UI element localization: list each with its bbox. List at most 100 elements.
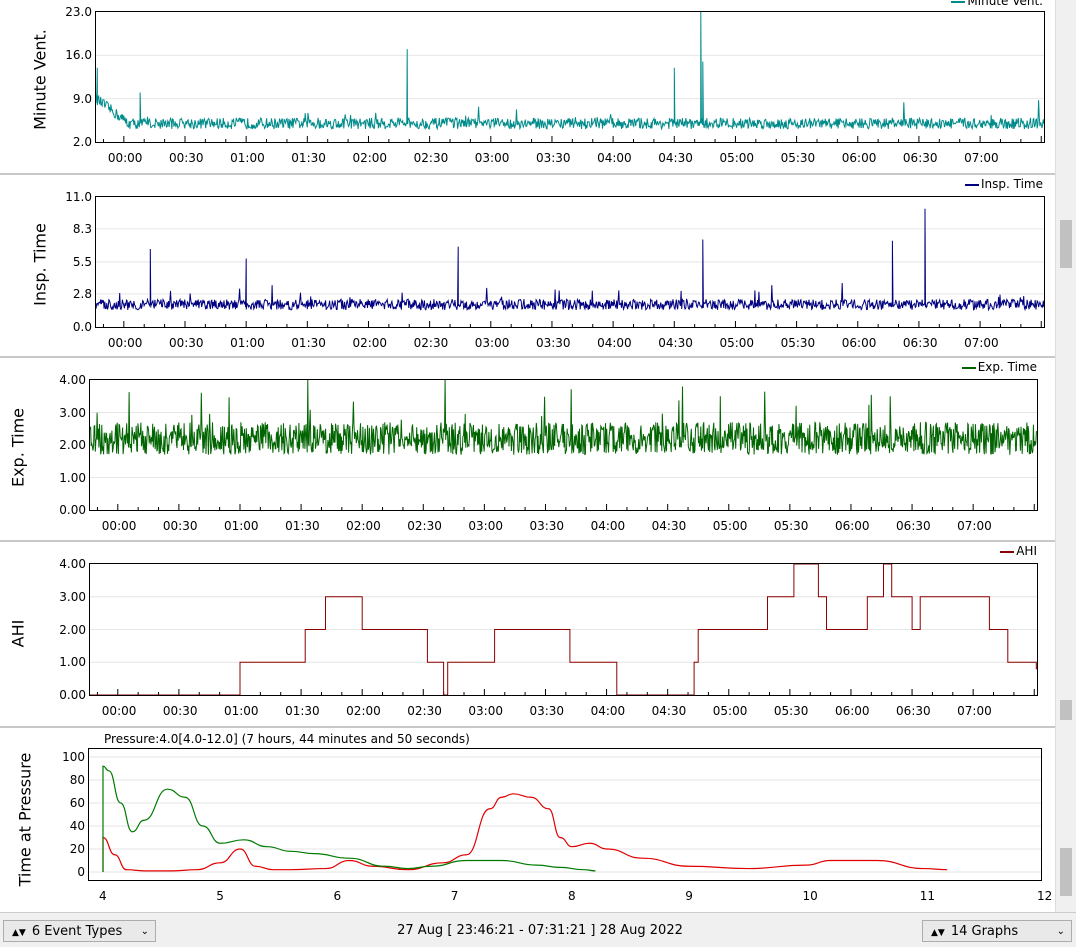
ahi-svg	[90, 564, 1037, 695]
x-tick-label: 04:30	[651, 519, 687, 533]
pressure-series-1	[102, 793, 948, 872]
x-tick-label: 04:00	[597, 336, 632, 350]
x-tick-label: 06:30	[896, 519, 931, 533]
y-tick-label: 0.0	[72, 320, 92, 334]
x-tick-label: 00:00	[101, 519, 137, 533]
pressure-plot	[88, 748, 1042, 881]
minute-vent-panel: Minute Vent. Minute Vent. 23.0 16.0 9.0 2.0…	[0, 0, 1055, 173]
ahi-panel: AHI AHI 4.00 3.00 2.00 1.00 0.00 00:00 00:30 0…	[0, 542, 1055, 726]
x-tick-label: 02:00	[352, 151, 388, 165]
x-tick-label: 04:00	[590, 519, 626, 533]
x-tick-label: 04:30	[658, 336, 693, 350]
x-tick-label: 9	[685, 889, 693, 903]
minute-vent-svg	[96, 12, 1044, 142]
x-tick-label: 05:00	[719, 336, 755, 350]
insp-time-plot	[95, 196, 1045, 328]
event-types-label: 6 Event Types	[31, 924, 123, 939]
x-tick-label: 01:00	[223, 519, 259, 533]
y-tick-label: 0.00	[59, 503, 86, 517]
minute-vent-legend: Minute Vent.	[951, 0, 1043, 8]
x-tick-label: 11	[919, 889, 936, 903]
y-tick-label: 4.00	[59, 373, 86, 387]
x-tick-label: 04:00	[590, 704, 626, 718]
x-tick-label: 01:00	[230, 336, 265, 350]
y-tick-label: 80	[69, 773, 85, 787]
scrollbar-thumb[interactable]	[1060, 220, 1072, 268]
insp-time-panel: Insp. Time Insp. Time 11.0 8.3 5.5 2.8 0.0 0…	[0, 175, 1055, 356]
vertical-scrollbar[interactable]	[1055, 0, 1076, 912]
x-tick-label: 02:30	[413, 151, 449, 165]
ahi-line	[90, 564, 1037, 695]
pressure-panel: Pressure:4.0[4.0-12.0] (7 hours, 44 minu…	[0, 728, 1055, 912]
x-tick-label: 00:30	[168, 151, 204, 165]
separator[interactable]	[0, 173, 1055, 175]
y-tick-label: 2.00	[59, 622, 86, 637]
x-tick-label: 06:00	[834, 519, 870, 533]
x-tick-label: 04:30	[651, 704, 687, 718]
y-tick-label: 3.00	[59, 589, 86, 604]
x-tick-label: 00:00	[107, 336, 143, 350]
legend-swatch	[1000, 550, 1015, 553]
x-tick-label: 5	[216, 889, 224, 903]
y-tick-label: 23.0	[65, 5, 92, 19]
y-tick-label: 1.00	[59, 470, 86, 485]
legend-swatch	[951, 0, 966, 3]
x-tick-label: 01:00	[223, 704, 259, 718]
x-tick-label: 03:30	[529, 519, 565, 533]
x-tick-label: 7	[450, 889, 459, 903]
x-tick-label: 6	[333, 889, 342, 903]
updown-arrows-icon: ▲▼	[12, 928, 26, 938]
x-tick-label: 00:00	[107, 151, 143, 165]
x-tick-label: 06:00	[841, 151, 877, 165]
event-types-dropdown[interactable]: ▲▼ 6 Event Types ⌄	[3, 920, 156, 942]
x-tick-label: 00:30	[168, 336, 204, 350]
pressure-ylabel: Time at Pressure	[15, 752, 35, 887]
x-tick-label: 01:30	[291, 151, 326, 165]
scrollbar-thumb[interactable]	[1060, 700, 1072, 720]
exp-time-plot	[89, 379, 1038, 511]
x-tick-label: 07:00	[957, 704, 992, 718]
y-tick-label: 60	[69, 796, 85, 810]
insp-time-svg	[96, 208, 1044, 327]
insp-time-line	[96, 208, 1044, 312]
y-tick-label: 4.00	[59, 557, 86, 571]
x-tick-label: 03:30	[529, 704, 565, 718]
minute-vent-line	[96, 12, 1044, 131]
separator[interactable]	[0, 726, 1055, 728]
x-tick-label: 07:00	[964, 336, 999, 350]
exp-time-ylabel: Exp. Time	[8, 407, 28, 488]
x-tick-label: 01:30	[285, 704, 320, 718]
pressure-title: Pressure:4.0[4.0-12.0] (7 hours, 44 minu…	[104, 732, 470, 746]
x-tick-label: 03:30	[535, 151, 571, 165]
insp-time-ylabel: Insp. Time	[30, 223, 50, 306]
x-tick-label: 01:30	[285, 519, 320, 533]
x-tick-label: 4	[99, 889, 107, 903]
scrollbar-thumb[interactable]	[1060, 848, 1072, 896]
x-tick-label: 02:30	[407, 704, 442, 718]
x-tick-label: 03:30	[535, 336, 571, 350]
x-tick-label: 06:30	[902, 336, 938, 350]
x-tick-label: 02:30	[413, 336, 449, 350]
x-tick-label: 02:30	[407, 519, 442, 533]
bottom-toolbar: ▲▼ 6 Event Types ⌄ 27 Aug [ 23:46:21 - 07…	[0, 912, 1076, 947]
legend-swatch	[961, 366, 976, 369]
minute-vent-plot	[95, 11, 1045, 143]
chevron-down-icon: ⌄	[1056, 926, 1065, 937]
exp-time-legend: Exp. Time	[961, 360, 1037, 374]
x-tick-label: 06:00	[841, 336, 877, 350]
exp-time-panel: Exp. Time Exp. Time 4.00 3.00 2.00 1.00 0.00…	[0, 358, 1055, 540]
x-tick-label: 03:00	[468, 519, 503, 533]
y-tick-label: 2.8	[72, 286, 92, 301]
minute-vent-ylabel: Minute Vent.	[30, 29, 50, 130]
x-tick-label: 05:30	[780, 336, 816, 350]
separator[interactable]	[0, 540, 1055, 542]
separator[interactable]	[0, 356, 1055, 358]
x-tick-label: 01:30	[291, 336, 326, 350]
graphs-dropdown[interactable]: ▲▼ 14 Graphs ⌄	[922, 920, 1072, 942]
x-tick-label: 00:30	[162, 519, 198, 533]
x-tick-label: 06:30	[902, 151, 938, 165]
graphs-label: 14 Graphs	[950, 924, 1019, 939]
x-tick-label: 05:30	[773, 519, 809, 533]
x-tick-label: 01:00	[230, 151, 265, 165]
y-tick-label: 2.00	[59, 438, 86, 452]
